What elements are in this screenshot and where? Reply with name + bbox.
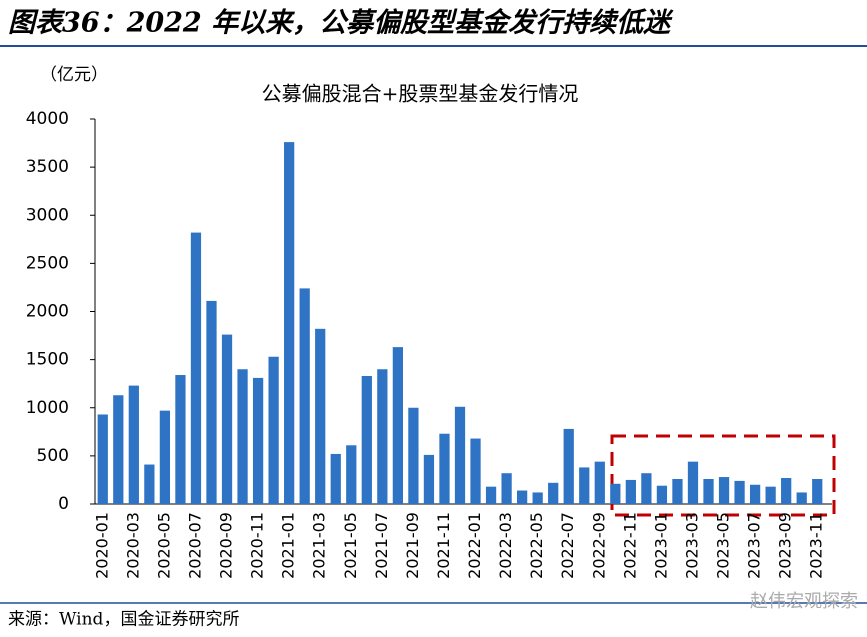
x-tick-label: 2020-05: [154, 512, 173, 579]
x-tick-label: 2020-07: [185, 512, 204, 579]
bar: [97, 414, 108, 504]
x-tick-label: 2020-03: [123, 512, 142, 579]
y-tick-label: 4000: [26, 109, 69, 129]
bar: [284, 142, 295, 504]
bar: [423, 454, 435, 504]
bar: [796, 492, 807, 504]
bar: [532, 492, 543, 504]
bar: [299, 288, 310, 504]
y-tick-label: 2500: [26, 253, 69, 273]
y-tick-label: 0: [58, 494, 69, 514]
bar: [687, 461, 699, 504]
bar: [563, 428, 574, 504]
bar: [765, 486, 776, 504]
bar: [439, 433, 450, 504]
bar: [548, 482, 559, 504]
bar: [330, 453, 341, 504]
y-tick-label: 1500: [26, 350, 69, 370]
bar: [656, 485, 668, 504]
bar: [703, 478, 714, 504]
y-tick-label: 1000: [26, 398, 69, 418]
source: 来源：Wind，国金证券研究所: [8, 610, 239, 630]
bar: [190, 232, 202, 504]
bar: [641, 473, 652, 504]
x-tick-label: 2022-05: [527, 512, 546, 579]
bar: [128, 385, 139, 504]
bar: [501, 473, 512, 504]
bar: [594, 461, 605, 504]
x-tick-label: 2023-01: [651, 512, 670, 579]
x-tick-label: 2023-03: [682, 512, 701, 579]
bar: [392, 347, 403, 504]
x-tick-label: 2021-01: [279, 512, 298, 579]
y-tick-label: 500: [37, 446, 69, 466]
bar: [206, 300, 217, 504]
bar: [252, 377, 264, 504]
bar: [221, 334, 233, 504]
bar: [610, 483, 621, 504]
bar: [579, 467, 590, 504]
bar: [361, 375, 372, 504]
x-tick-label: 2022-07: [558, 512, 577, 579]
bar: [749, 484, 761, 504]
bar: [454, 406, 466, 504]
watermark: 赵伟宏观探索: [750, 591, 858, 612]
x-tick-label: 2023-09: [776, 512, 795, 579]
bar: [159, 410, 171, 504]
x-tick-label: 2020-09: [217, 512, 236, 579]
x-tick-label: 2022-11: [620, 512, 639, 579]
x-tick-label: 2020-01: [92, 512, 111, 579]
x-tick-label: 2023-11: [807, 512, 826, 579]
page-title: 图表36：2022 年以来，公募偏股型基金发行持续低迷: [8, 8, 674, 39]
x-tick-label: 2023-07: [745, 512, 764, 579]
x-tick-label: 2022-01: [465, 512, 484, 579]
bar: [175, 375, 186, 504]
y-tick-label: 3500: [26, 157, 69, 177]
bar: [781, 478, 792, 504]
bar: [485, 486, 497, 504]
bar: [812, 478, 823, 504]
bar: [408, 407, 419, 504]
bar: [268, 356, 279, 504]
bar: [672, 478, 683, 504]
y-tick-label: 2000: [26, 302, 69, 322]
bar: [734, 480, 745, 504]
highlight-box: [610, 434, 836, 517]
x-tick-label: 2023-05: [714, 512, 733, 579]
bar: [517, 490, 528, 504]
x-tick-label: 2022-09: [589, 512, 608, 579]
x-tick-label: 2021-03: [310, 512, 329, 579]
bar: [346, 445, 357, 504]
bar: [377, 369, 388, 504]
x-tick-label: 2020-11: [248, 512, 267, 579]
bar: [144, 464, 155, 504]
bar: [718, 477, 730, 504]
y-unit: （亿元）: [40, 65, 108, 85]
bar: [470, 438, 481, 504]
bar: [237, 369, 248, 504]
bar: [113, 395, 124, 504]
x-tick-label: 2021-05: [341, 512, 360, 579]
y-tick-label: 3000: [26, 205, 69, 225]
x-tick-label: 2021-11: [434, 512, 453, 579]
x-tick-label: 2022-03: [496, 512, 515, 579]
x-tick-label: 2021-09: [403, 512, 422, 579]
x-tick-label: 2021-07: [372, 512, 391, 579]
bar: [625, 479, 636, 504]
bar: [315, 328, 326, 504]
chart-title: 公募偏股混合+股票型基金发行情况: [262, 82, 579, 106]
